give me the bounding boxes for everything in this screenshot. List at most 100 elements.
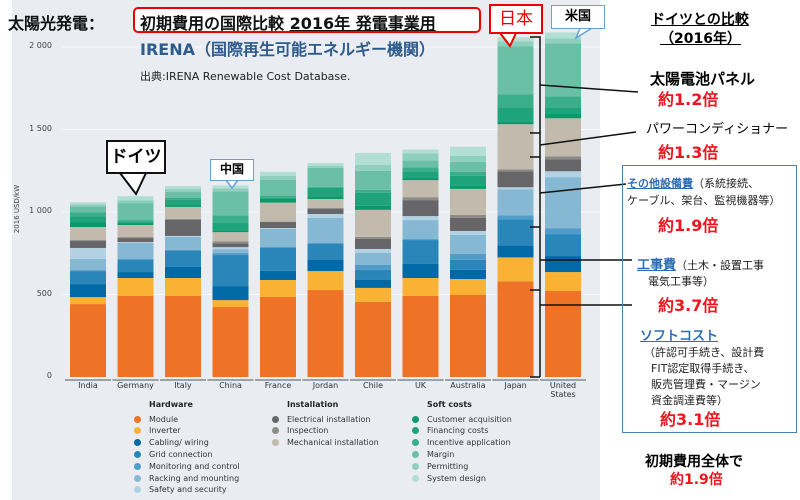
legend-swatch <box>412 474 419 482</box>
bar-segment-electrical-installation <box>212 243 249 248</box>
legend-swatch <box>412 439 419 447</box>
bar-segment-module <box>165 295 201 377</box>
legend-item: Customer acquisition <box>412 413 512 425</box>
bar-segment-cabling-wiring <box>355 279 391 288</box>
bar-segment-safety-and-security <box>70 247 106 260</box>
bar-segment-system-design <box>165 186 201 190</box>
bar-segment-safety-and-security <box>402 216 439 221</box>
bar-segment-financing-costs <box>545 107 581 114</box>
legend-group-title: Installation <box>287 400 339 409</box>
bar-segment-system-design <box>450 146 486 156</box>
bar-segment-monitoring-and-control <box>70 270 106 272</box>
bar-segment-inverter <box>117 278 154 296</box>
bar-segment-incentive-application <box>260 195 296 198</box>
bar-segment-mechanical-installation <box>355 209 391 237</box>
bar-segment-incentive-application <box>497 94 534 108</box>
bar-segment-mechanical-installation <box>545 118 581 157</box>
bar-segment-inspection <box>117 237 154 239</box>
soft-desc2: FIT認定取得手続き、 <box>651 362 755 375</box>
callout-us: 米国 <box>551 5 605 29</box>
bar-segment-system-design <box>70 202 106 205</box>
bar-segment-cabling-wiring <box>212 286 249 301</box>
bar-segment-financing-costs <box>307 187 344 197</box>
bar-segment-inspection <box>402 197 439 201</box>
bar-segment-customer-acquisition <box>402 177 439 181</box>
breakdown-box <box>622 165 797 433</box>
bar-segment-permitting <box>70 204 106 207</box>
bar-segment-incentive-application <box>545 96 581 108</box>
bar-segment-safety-and-security <box>450 230 486 235</box>
bar-segment-safety-and-security <box>260 228 296 229</box>
legend-swatch <box>412 427 419 435</box>
bar-segment-system-design <box>402 149 439 154</box>
legend-swatch <box>412 415 419 423</box>
legend-item: Financing costs <box>412 425 488 437</box>
callout-japan: 日本 <box>489 4 543 34</box>
legend-label: Monitoring and control <box>149 461 240 471</box>
bar-segment-financing-costs <box>450 175 486 186</box>
total-label: 初期費用全体で <box>645 454 743 470</box>
legend-label: Safety and security <box>149 485 227 495</box>
x-tick-label: Germany <box>117 381 154 390</box>
x-tick-label: Italy <box>174 381 192 390</box>
x-tick-label: Australia <box>450 381 486 390</box>
bar-segment-permitting <box>402 153 439 161</box>
y-tick-label: 1 500 <box>29 123 52 133</box>
x-tick-label: France <box>264 381 292 390</box>
bar-segment-system-design <box>545 32 581 39</box>
bar-segment-margin <box>70 206 106 213</box>
legend-label: Financing costs <box>427 426 489 436</box>
y-tick-label: 1 000 <box>29 206 52 215</box>
legend-item: Grid connection <box>134 448 212 460</box>
panel-ratio: 約1.2倍 <box>658 90 719 109</box>
x-tick-label: India <box>78 381 98 390</box>
bar-segment-margin <box>117 203 154 221</box>
bar-segment-monitoring-and-control <box>402 239 439 241</box>
legend-swatch <box>412 462 419 470</box>
bar-segment-mechanical-installation <box>165 206 201 219</box>
bar-segment-grid-connection <box>307 244 344 261</box>
bar-segment-customer-acquisition <box>70 222 106 228</box>
bar-segment-customer-acquisition <box>165 204 201 207</box>
legend-label: Inverter <box>149 426 181 436</box>
bar-segment-mechanical-installation <box>70 227 106 241</box>
bar-segment-mechanical-installation <box>307 198 344 209</box>
legend-label: Incentive application <box>427 438 511 448</box>
bar-segment-safety-and-security <box>165 235 201 237</box>
bar-segment-incentive-application <box>307 186 344 188</box>
legend-swatch <box>272 439 279 447</box>
x-tick-label: Chile <box>362 381 384 390</box>
callout-pointer-japan <box>499 32 517 48</box>
total-ratio: 約1.9倍 <box>670 472 723 488</box>
bar-segment-electrical-installation <box>402 200 439 217</box>
legend-item: Inverter <box>134 425 181 437</box>
legend-swatch <box>134 427 141 435</box>
other-desc1: （系統接続、 <box>693 177 759 190</box>
bar-segment-customer-acquisition <box>260 198 296 203</box>
bar-segment-financing-costs <box>70 216 106 223</box>
bar-segment-permitting <box>355 164 391 171</box>
bar-segment-financing-costs <box>402 171 439 178</box>
bar-segment-monitoring-and-control <box>260 246 296 248</box>
bar-segment-permitting <box>212 188 249 192</box>
bar-segment-incentive-application <box>450 171 486 176</box>
bar-segment-permitting <box>307 165 344 168</box>
bar-segment-permitting <box>117 200 154 204</box>
bar-segment-mechanical-installation <box>450 188 486 215</box>
legend-swatch <box>272 415 279 423</box>
bar-segment-permitting <box>260 175 296 180</box>
bar-segment-cabling-wiring <box>117 272 154 278</box>
legend-label: System design <box>427 473 486 483</box>
bar-segment-financing-costs <box>260 197 296 199</box>
construction-desc2: 電気工事等） <box>648 275 714 288</box>
bar-segment-permitting <box>165 189 201 193</box>
bar-segment-cabling-wiring <box>402 263 439 278</box>
bar-segment-monitoring-and-control <box>212 253 249 256</box>
legend-swatch <box>134 474 141 482</box>
bar-segment-inverter <box>497 257 534 282</box>
bar-segment-electrical-installation <box>355 238 391 249</box>
bar-segment-permitting <box>545 38 581 44</box>
bar-segment-racking-and-mounting <box>70 259 106 271</box>
legend-swatch <box>134 486 141 494</box>
bar-segment-grid-connection <box>402 240 439 264</box>
